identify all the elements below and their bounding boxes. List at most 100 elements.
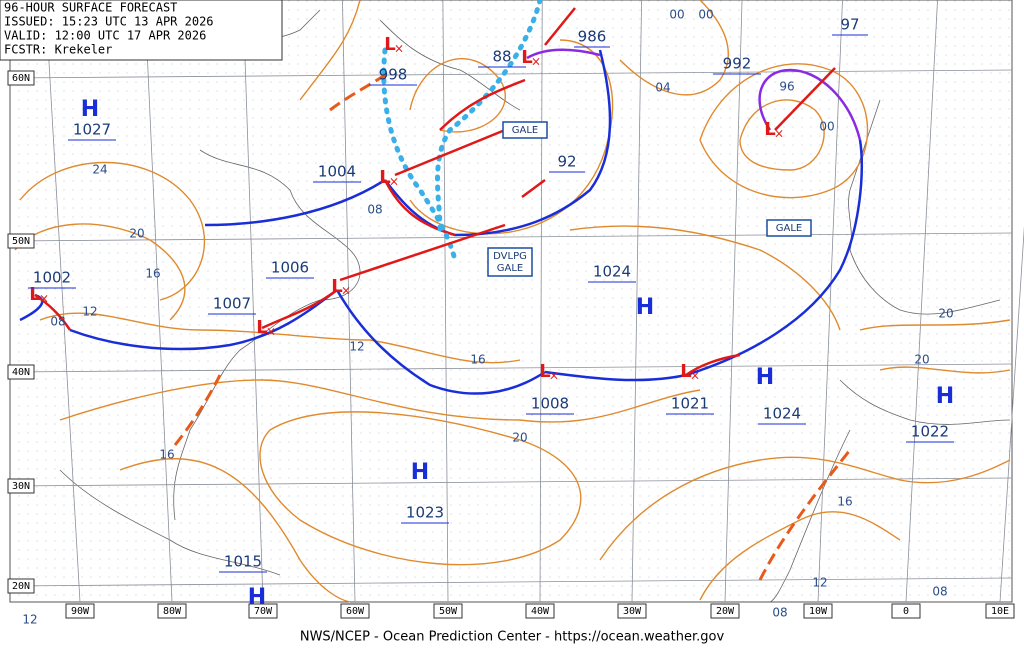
isobar-label: 00 bbox=[819, 120, 834, 134]
low-x: × bbox=[39, 292, 49, 306]
low-symbol: L bbox=[331, 276, 342, 297]
latitude-label: 20N bbox=[12, 581, 30, 592]
pressure-label: 1021 bbox=[671, 395, 709, 413]
longitude-line bbox=[45, 0, 81, 603]
pressure-label: 1022 bbox=[911, 423, 949, 441]
low-symbol: L bbox=[384, 34, 395, 55]
map-frame bbox=[9, 0, 1013, 603]
pressure-label: 1024 bbox=[593, 263, 631, 281]
warning-label: GALE bbox=[776, 223, 802, 234]
longitude-line bbox=[631, 0, 642, 603]
longitude-label-box bbox=[433, 603, 463, 619]
low-x: × bbox=[266, 325, 276, 339]
isobar-label: 20 bbox=[129, 227, 144, 241]
isobar-label: 24 bbox=[92, 163, 107, 177]
longitude-line bbox=[817, 0, 843, 603]
pressure-label: 88 bbox=[492, 48, 511, 66]
pressure-label: 1008 bbox=[531, 395, 569, 413]
pressure-label: 1007 bbox=[213, 295, 251, 313]
longitude-label: 10W bbox=[809, 606, 828, 617]
pressure-label: 986 bbox=[578, 28, 607, 46]
isobar-label: 16 bbox=[470, 353, 485, 367]
latitude-label: 40N bbox=[12, 367, 30, 378]
low-symbol: L bbox=[256, 317, 267, 338]
low-x: × bbox=[549, 369, 559, 383]
latitude-line bbox=[9, 232, 1013, 242]
longitude-label: 80W bbox=[163, 606, 182, 617]
latitude-label: 30N bbox=[12, 481, 30, 492]
isobar-label: 00 bbox=[669, 8, 684, 22]
latitude-label: 60N bbox=[12, 73, 30, 84]
pressure-label: 92 bbox=[557, 153, 576, 171]
latitude-label-box bbox=[7, 578, 35, 594]
longitude-label-box bbox=[803, 603, 833, 619]
storm-tracks bbox=[339, 7, 836, 282]
pressure-label: 998 bbox=[379, 66, 408, 84]
isobar-label: 12 bbox=[82, 305, 97, 319]
longitude-label-box bbox=[157, 603, 187, 619]
fronts bbox=[19, 0, 864, 581]
isobar-label: 16 bbox=[837, 495, 852, 509]
low-x: × bbox=[690, 369, 700, 383]
latitude-label-box bbox=[7, 233, 35, 249]
longitude-line bbox=[342, 0, 356, 603]
warning-box bbox=[766, 219, 812, 237]
longitude-label-box bbox=[891, 603, 921, 619]
longitude-label-box bbox=[710, 603, 740, 619]
longitude-label-box bbox=[65, 603, 95, 619]
latitude-line bbox=[9, 69, 1013, 79]
header-line: VALID: 12:00 UTC 17 APR 2026 bbox=[4, 29, 206, 43]
isobar-label: 12 bbox=[22, 613, 37, 627]
latitude-label-box bbox=[7, 478, 35, 494]
longitude-label-box bbox=[617, 603, 647, 619]
isobar-label: 08 bbox=[50, 315, 65, 329]
longitude-line bbox=[724, 0, 743, 603]
header-line: ISSUED: 15:23 UTC 13 APR 2026 bbox=[4, 15, 214, 29]
coastlines bbox=[9, 9, 1011, 603]
longitude-label-box bbox=[525, 603, 555, 619]
warning-box bbox=[502, 121, 548, 139]
low-symbol: L bbox=[29, 284, 40, 305]
longitude-line bbox=[442, 0, 449, 603]
longitude-label: 70W bbox=[254, 606, 273, 617]
longitude-label-box bbox=[248, 603, 278, 619]
warning-label: DVLPG bbox=[493, 251, 527, 262]
isobar-label: 20 bbox=[512, 431, 527, 445]
low-x: × bbox=[774, 127, 784, 141]
isobar-label: 16 bbox=[145, 267, 160, 281]
longitude-label: 0 bbox=[903, 606, 909, 617]
low-x: × bbox=[389, 175, 399, 189]
isobar-label: 08 bbox=[932, 585, 947, 599]
header-box bbox=[0, 0, 283, 61]
latitude-line bbox=[9, 577, 1013, 587]
isobar-label: 20 bbox=[938, 307, 953, 321]
latitude-label-box bbox=[7, 70, 35, 86]
pressure-label: 1027 bbox=[73, 121, 111, 139]
isobar-label: 20 bbox=[914, 353, 929, 367]
low-x: × bbox=[531, 55, 541, 69]
isobar-label: 96 bbox=[779, 80, 794, 94]
longitude-label: 60W bbox=[346, 606, 365, 617]
header-line: 96-HOUR SURFACE FORECAST bbox=[4, 1, 177, 15]
latitude-label: 50N bbox=[12, 236, 30, 247]
isobar-label: 08 bbox=[367, 203, 382, 217]
pressure-label: 1006 bbox=[271, 259, 309, 277]
pressure-label: 1002 bbox=[33, 269, 71, 287]
latitude-label-box bbox=[7, 364, 35, 380]
low-x: × bbox=[341, 284, 351, 298]
high-symbol: H bbox=[248, 585, 266, 610]
longitude-label: 50W bbox=[439, 606, 458, 617]
pressure-label: 1023 bbox=[406, 504, 444, 522]
pressure-label: 992 bbox=[723, 55, 752, 73]
longitude-label: 10E bbox=[991, 606, 1009, 617]
low-symbol: L bbox=[521, 47, 532, 68]
longitude-label-box bbox=[985, 603, 1015, 619]
pressure-label: 1015 bbox=[224, 553, 262, 571]
lat-lon-grid bbox=[9, 0, 1024, 603]
high-symbol: H bbox=[411, 460, 429, 485]
high-symbol: H bbox=[636, 295, 654, 320]
low-symbol: L bbox=[680, 361, 691, 382]
isobar-label: 04 bbox=[655, 81, 670, 95]
longitude-line bbox=[539, 0, 543, 603]
